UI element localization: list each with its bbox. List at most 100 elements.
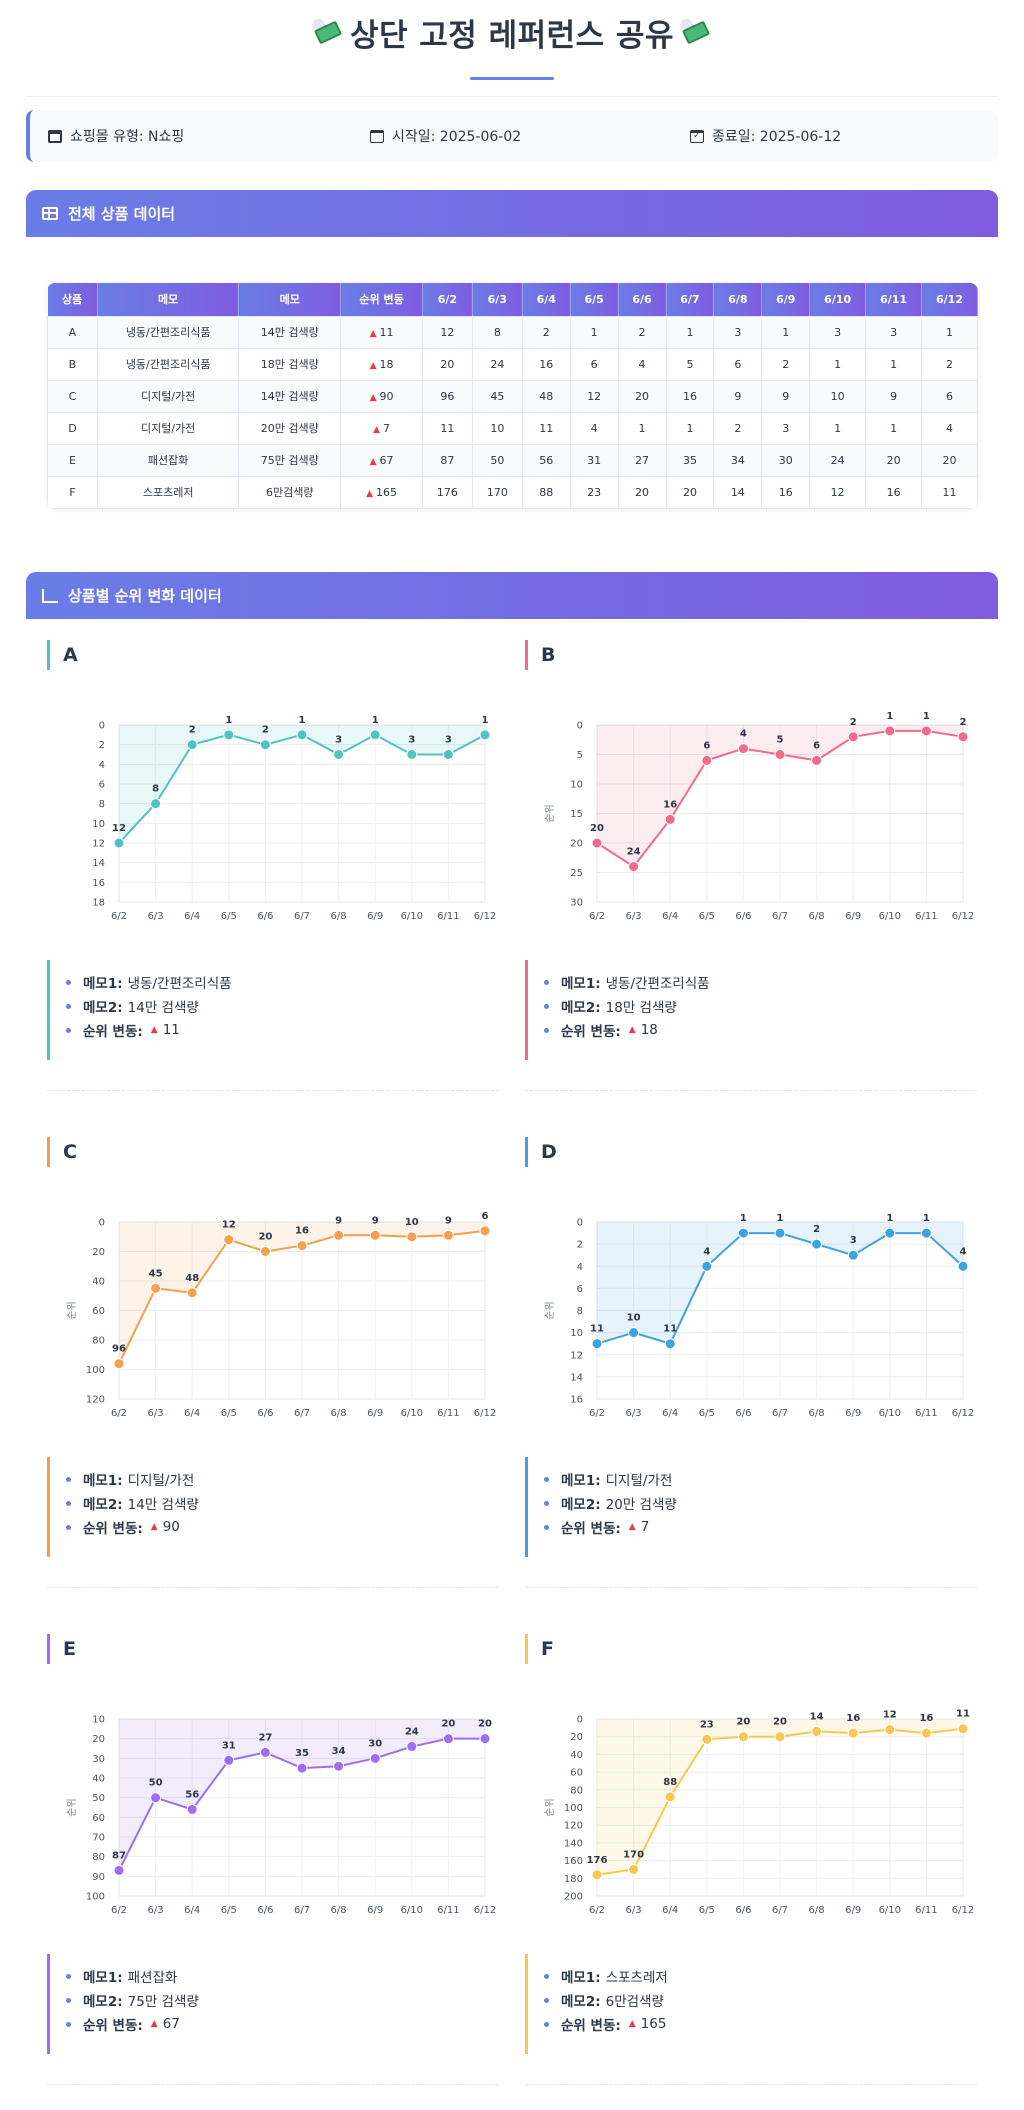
data-point bbox=[223, 1754, 235, 1766]
memo-value: 7 bbox=[640, 1519, 650, 1535]
data-label: 6 bbox=[813, 740, 820, 751]
product-table: 상품 메모 메모 순위 변동 6/2 6/3 6/4 6/5 6/6 6/7 6/8 6/9 6/10 6… bbox=[47, 283, 978, 509]
bullet-icon bbox=[66, 2021, 71, 2027]
data-label: 4 bbox=[740, 729, 747, 740]
y-axis-label: 순위 bbox=[543, 804, 556, 822]
rank-up-icon: ▲ bbox=[150, 1025, 158, 1035]
data-point bbox=[920, 1227, 932, 1239]
x-tick-label: 6/9 bbox=[367, 911, 383, 922]
money-wings-icon bbox=[310, 16, 344, 49]
x-tick-label: 6/12 bbox=[474, 1408, 496, 1419]
y-tick-label: 4 bbox=[99, 760, 105, 771]
data-label: 88 bbox=[663, 1777, 677, 1788]
card-divider bbox=[47, 2084, 499, 2085]
data-point bbox=[591, 1338, 603, 1350]
table-cell: 1 bbox=[665, 411, 715, 445]
x-tick-label: 6/11 bbox=[915, 911, 937, 922]
data-point bbox=[223, 1234, 235, 1246]
data-point bbox=[628, 1863, 640, 1875]
x-tick-label: 6/5 bbox=[221, 1408, 237, 1419]
y-tick-label: 100 bbox=[564, 1803, 583, 1814]
y-tick-label: 0 bbox=[99, 1218, 105, 1229]
memo-value: 14만 검색량 bbox=[127, 1000, 199, 1016]
x-tick-label: 6/9 bbox=[367, 1408, 383, 1419]
table-cell: 9 bbox=[713, 379, 763, 413]
rank-up-icon: ▲ bbox=[150, 2019, 158, 2029]
table-cell: ▲ 11 bbox=[340, 315, 423, 349]
data-point bbox=[847, 731, 859, 743]
data-point bbox=[591, 837, 603, 849]
table-cell: 48 bbox=[521, 379, 571, 413]
data-label: 9 bbox=[372, 1215, 379, 1226]
table-header-cell: 상품 bbox=[47, 283, 98, 316]
data-point bbox=[664, 1791, 676, 1803]
x-tick-label: 6/7 bbox=[294, 911, 310, 922]
page-header: 상단 고정 레퍼런스 공유 bbox=[0, 0, 1024, 80]
data-label: 3 bbox=[445, 735, 452, 746]
bullet-icon bbox=[544, 1973, 549, 1979]
info-end: 종료일: 2025-06-12 bbox=[690, 126, 841, 146]
y-tick-label: 140 bbox=[564, 1838, 583, 1849]
data-label: 34 bbox=[332, 1746, 346, 1757]
table-row: B 냉동/간편조리식품 18만 검색량 ▲ 18 20 24 16 6 4 5 6 2 1 1 2 bbox=[47, 347, 978, 381]
table-cell: 50 bbox=[471, 443, 523, 477]
x-tick-label: 6/6 bbox=[257, 1905, 273, 1916]
memo-value: 165 bbox=[640, 2016, 667, 2032]
bullet-icon bbox=[544, 1500, 549, 1506]
table-cell: ▲ 165 bbox=[340, 475, 423, 509]
x-tick-label: 6/3 bbox=[626, 911, 642, 922]
table-cell: 10 bbox=[471, 411, 523, 445]
y-tick-label: 10 bbox=[92, 1715, 105, 1726]
memo-value: 패션잡화 bbox=[127, 1970, 178, 1986]
data-label: 35 bbox=[295, 1748, 309, 1759]
x-tick-label: 6/6 bbox=[735, 911, 751, 922]
memo-label: 메모1: bbox=[561, 1970, 601, 1986]
memo-item: 메모2: 20만 검색량 bbox=[544, 1491, 977, 1515]
card-divider bbox=[47, 1090, 499, 1091]
table-cell: 87 bbox=[421, 443, 473, 477]
rank-up-icon: ▲ bbox=[628, 1522, 636, 1532]
x-tick-label: 6/3 bbox=[626, 1408, 642, 1419]
y-tick-label: 20 bbox=[570, 839, 583, 850]
data-label: 1 bbox=[299, 715, 306, 726]
page-title-wrap: 상단 고정 레퍼런스 공유 bbox=[310, 10, 712, 55]
data-point bbox=[406, 1741, 418, 1753]
table-cell: 2 bbox=[921, 347, 978, 381]
data-label: 45 bbox=[149, 1268, 163, 1279]
bullet-icon bbox=[544, 2021, 549, 2027]
table-header-cell: 6/3 bbox=[472, 283, 523, 316]
x-tick-label: 6/5 bbox=[699, 911, 715, 922]
table-cell: 20 bbox=[665, 475, 715, 509]
rank-up-icon: ▲ bbox=[369, 456, 377, 467]
table-cell: 20 bbox=[617, 475, 667, 509]
y-tick-label: 30 bbox=[570, 898, 583, 909]
memo-value: 20만 검색량 bbox=[605, 1497, 677, 1513]
table-cell: 88 bbox=[521, 475, 571, 509]
data-label: 16 bbox=[663, 799, 677, 810]
memo-value: 11 bbox=[162, 1022, 180, 1038]
data-point bbox=[737, 1227, 749, 1239]
data-point bbox=[150, 1282, 162, 1294]
table-cell: F bbox=[47, 475, 98, 509]
x-tick-label: 6/6 bbox=[257, 1408, 273, 1419]
bullet-icon bbox=[66, 979, 71, 985]
table-cell: E bbox=[47, 443, 98, 477]
data-point bbox=[186, 1803, 198, 1815]
table-cell: 23 bbox=[569, 475, 619, 509]
data-point bbox=[628, 1327, 640, 1339]
table-cell: 20 bbox=[921, 443, 978, 477]
x-tick-label: 6/7 bbox=[294, 1408, 310, 1419]
data-point bbox=[884, 1724, 896, 1736]
data-point bbox=[113, 1864, 125, 1876]
x-tick-label: 6/7 bbox=[772, 1905, 788, 1916]
x-tick-label: 6/6 bbox=[735, 1905, 751, 1916]
y-axis-label: 순위 bbox=[65, 1798, 78, 1816]
y-tick-label: 16 bbox=[570, 1395, 583, 1406]
memo-item: 순위 변동: ▲ 165 bbox=[544, 2012, 977, 2036]
x-tick-label: 6/12 bbox=[952, 1905, 974, 1916]
memo-item: 메모2: 14만 검색량 bbox=[66, 994, 499, 1018]
memo-label: 순위 변동: bbox=[561, 1521, 621, 1537]
memo-label: 순위 변동: bbox=[561, 1024, 621, 1040]
info-start: 시작일: 2025-06-02 bbox=[370, 126, 521, 146]
